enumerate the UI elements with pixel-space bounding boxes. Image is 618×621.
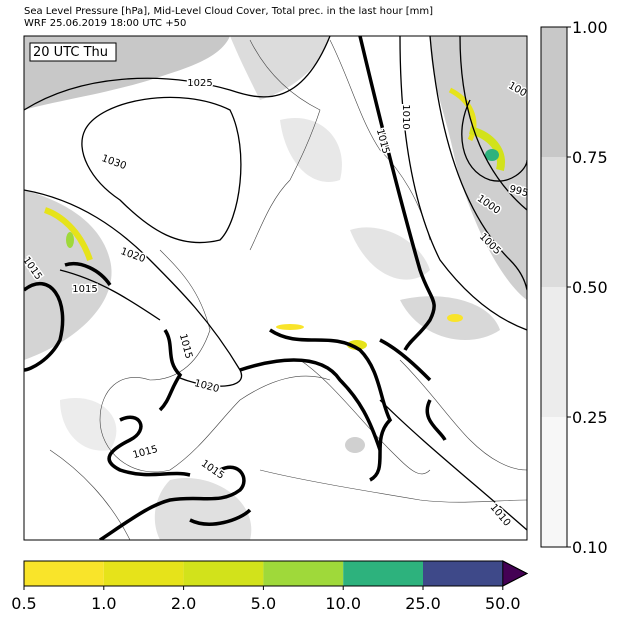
colorbar-tick-label: 2.0	[171, 594, 196, 613]
precip-colorbar: 0.5 1.0 2.0 5.0 10.0 25.0 50.0	[11, 560, 529, 613]
cloud-cover	[24, 36, 527, 540]
contour-label: 1025	[187, 78, 212, 89]
colorbar-tick-label: 0.75	[572, 148, 608, 167]
colorbar-segment	[541, 157, 567, 287]
colorbar-segment	[423, 561, 503, 586]
time-box	[29, 42, 117, 62]
colorbar-tick-label: 5.0	[251, 594, 276, 613]
colorbar-segment	[183, 561, 264, 586]
title-line: Sea Level Pressure [hPa], Mid-Level Clou…	[24, 6, 433, 17]
map: 1025103010201015101510151020101510151015…	[19, 35, 531, 541]
colorbar-segment	[541, 287, 567, 417]
contour-label: 1010	[400, 104, 411, 129]
colorbar-tick-label: 1.0	[91, 594, 116, 613]
colorbar-extension	[502, 560, 529, 587]
colorbar-frame	[23, 560, 529, 587]
map-frame	[23, 35, 528, 541]
colorbar-segment	[541, 27, 567, 157]
colorbar-tick-label: 10.0	[325, 594, 361, 613]
contour-label: 1015	[72, 284, 97, 295]
colorbar-segment	[343, 561, 423, 586]
colorbar-tick-label: 1.00	[572, 18, 608, 37]
title-line: WRF 25.06.2019 18:00 UTC +50	[24, 18, 186, 29]
colorbar-segment	[24, 561, 104, 586]
colorbar-segment	[103, 561, 184, 586]
cloud-colorbar: 1.00 0.75 0.50 0.25 0.10	[540, 18, 608, 557]
colorbar-tick-label: 25.0	[405, 594, 441, 613]
coastlines	[49, 39, 527, 540]
colorbar-tick-label: 0.5	[11, 594, 36, 613]
time-label: 20 UTC Thu	[33, 45, 108, 60]
colorbar-segment	[541, 417, 567, 547]
colorbar-tick-label: 0.50	[572, 278, 608, 297]
colorbar-tick-label: 50.0	[485, 594, 521, 613]
isobars	[24, 36, 527, 531]
colorbar-tick-label: 0.10	[572, 538, 608, 557]
colorbar-tick-label: 0.25	[572, 408, 608, 427]
isobar-1015	[24, 36, 447, 540]
colorbar-segment	[263, 561, 344, 586]
